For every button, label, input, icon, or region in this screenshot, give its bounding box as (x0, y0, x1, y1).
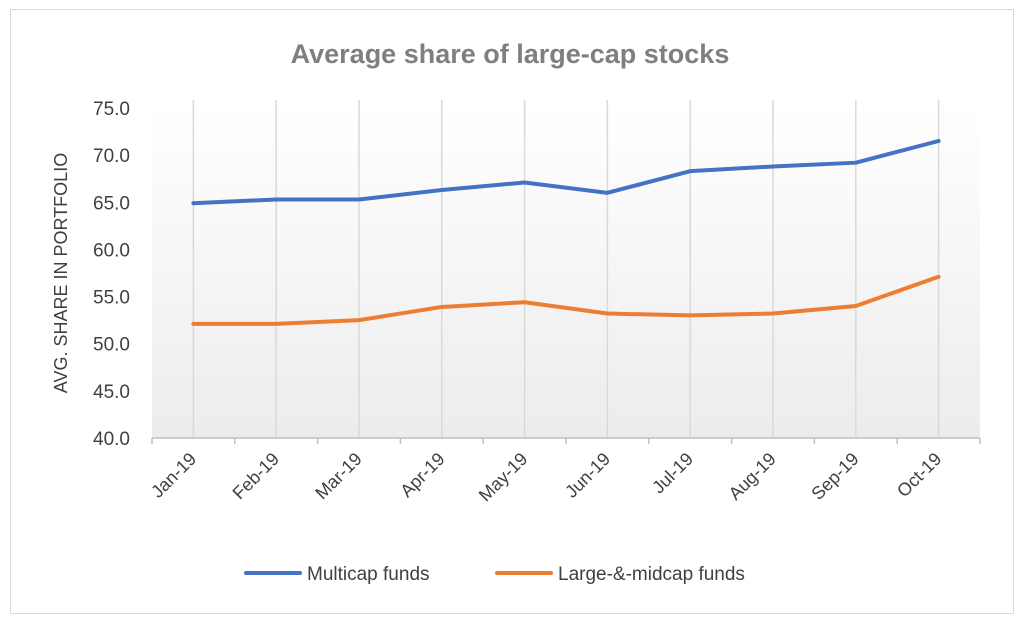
data-point (440, 305, 444, 309)
data-point (523, 180, 527, 184)
x-tick-marks (151, 438, 981, 444)
x-tick-label: Jul-19 (648, 449, 697, 498)
data-point (440, 188, 444, 192)
data-point (191, 201, 195, 205)
x-tick-label: Jan-19 (147, 449, 200, 502)
data-point (357, 197, 361, 201)
series-line-1 (191, 274, 941, 326)
y-tick-label: 65.0 (93, 193, 130, 214)
y-tick-label: 70.0 (93, 146, 130, 167)
x-tick-label: Oct-19 (893, 449, 945, 501)
x-tick-label: Feb-19 (229, 449, 283, 503)
data-point (191, 322, 195, 326)
data-point (357, 318, 361, 322)
legend-label: Large-&-midcap funds (558, 564, 745, 585)
series-lines (191, 139, 941, 326)
y-tick-label: 50.0 (93, 335, 130, 356)
y-tick-label: 45.0 (93, 382, 130, 403)
data-point (274, 322, 278, 326)
y-tick-label: 55.0 (93, 288, 130, 309)
y-tick-labels: 40.0 45.0 50.0 55.0 60.0 65.0 70.0 75.0 (93, 99, 130, 450)
x-tick-labels: Jan-19 Feb-19 Mar-19 Apr-19 May-19 Jun-19 Jul-… (147, 449, 945, 506)
legend-label: Multicap funds (307, 564, 430, 585)
data-point (854, 304, 858, 308)
x-tick-label: Sep-19 (807, 449, 862, 504)
series-line-0 (191, 139, 941, 206)
legend: Multicap funds Large-&-midcap funds (244, 564, 745, 585)
x-tick-label: Aug-19 (725, 449, 780, 504)
x-tick-label: Mar-19 (311, 449, 365, 503)
x-tick-label: Apr-19 (396, 449, 448, 501)
data-point (605, 191, 609, 195)
data-point (523, 300, 527, 304)
data-point (688, 313, 692, 317)
x-tick-label: May-19 (475, 449, 532, 506)
y-axis-label: AVG. SHARE IN PORTFOLIO (51, 153, 71, 393)
data-point (274, 197, 278, 201)
chart-title: Average share of large-cap stocks (291, 39, 730, 69)
x-tick-label: Jun-19 (561, 449, 614, 502)
gridlines (192, 100, 940, 438)
y-tick-label: 40.0 (93, 429, 130, 450)
data-point (854, 161, 858, 165)
data-point (937, 139, 941, 143)
y-tick-label: 60.0 (93, 240, 130, 261)
data-point (937, 275, 941, 279)
data-point (771, 164, 775, 168)
data-point (605, 312, 609, 316)
data-point (688, 169, 692, 173)
y-tick-label: 75.0 (93, 99, 130, 120)
data-point (771, 312, 775, 316)
